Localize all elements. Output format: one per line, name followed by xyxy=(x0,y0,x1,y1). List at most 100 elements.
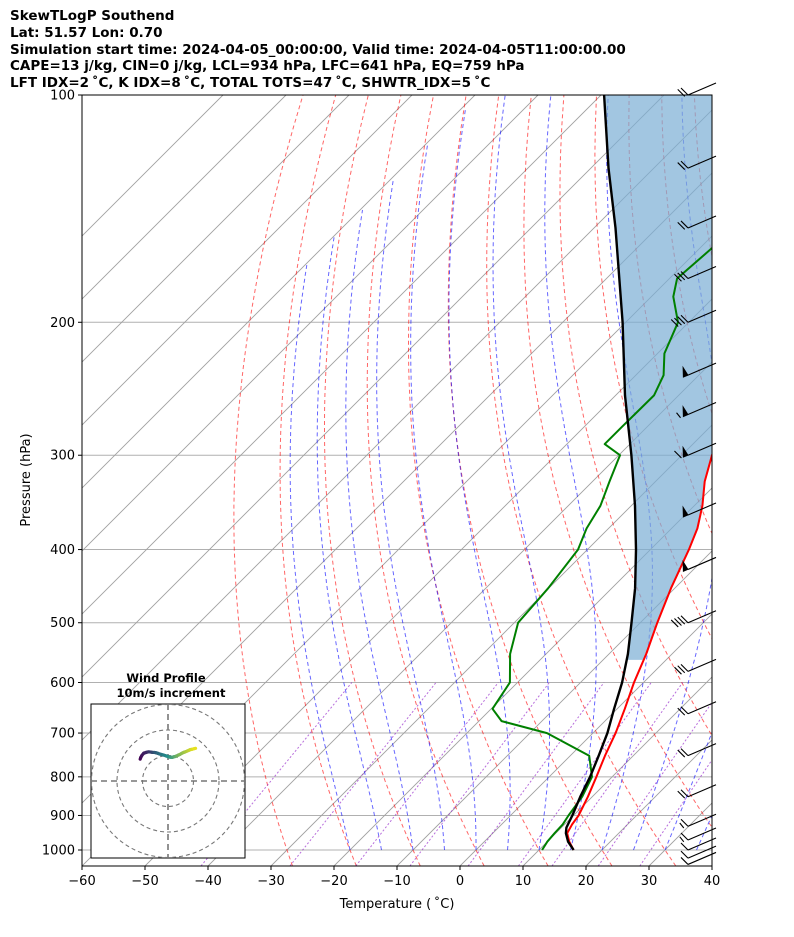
barb-feather xyxy=(680,160,689,169)
barb-feather xyxy=(677,707,686,716)
barb-shaft xyxy=(687,851,717,865)
wind-barb xyxy=(677,82,717,97)
mixing-ratio-line xyxy=(289,682,437,866)
wind-barb xyxy=(676,402,717,419)
barb-flag xyxy=(682,405,689,418)
indices-line: LFT IDX=2 ˚C, K IDX=8 ˚C, TOTAL TOTS=47 … xyxy=(10,75,491,92)
dry-adiabat-line xyxy=(366,95,485,866)
barb-feather xyxy=(680,664,689,672)
wind-barb xyxy=(677,701,717,716)
y-tick-label: 600 xyxy=(50,676,75,691)
chart-title: SkewTLogP Southend xyxy=(10,8,175,24)
barb-feather xyxy=(680,857,689,865)
barb-shaft xyxy=(687,658,717,672)
barb-shaft xyxy=(687,82,717,96)
barb-shaft xyxy=(687,827,717,841)
x-tick-label: −20 xyxy=(320,874,347,889)
barb-shaft xyxy=(687,743,717,757)
barb-shaft xyxy=(687,701,717,715)
wind-barb xyxy=(680,837,717,851)
mixing-ratio-line xyxy=(639,759,712,866)
chart-header: SkewTLogP Southend Lat: 51.57 Lon: 0.70 … xyxy=(10,8,626,92)
wind-barb xyxy=(679,827,717,843)
x-tick-label: 30 xyxy=(641,874,658,889)
moist-adiabat-line xyxy=(289,265,351,851)
barb-half-feather xyxy=(679,836,685,843)
dry-adiabat-line xyxy=(408,95,549,866)
mixing-ratio-line xyxy=(551,682,684,866)
dry-adiabat-line xyxy=(324,95,421,866)
barb-feather xyxy=(674,450,682,459)
dry-adiabat-line xyxy=(727,95,794,866)
x-tick-label: 20 xyxy=(578,874,595,889)
moist-adiabat-line xyxy=(633,95,712,851)
barb-shaft xyxy=(687,784,717,798)
y-tick-label: 500 xyxy=(50,616,75,631)
wind-barb xyxy=(680,845,717,859)
cape-shading xyxy=(604,95,712,660)
wind-barb xyxy=(670,610,717,628)
barb-feather xyxy=(670,319,679,327)
isotherm-line xyxy=(82,109,712,741)
barb-shaft xyxy=(687,813,717,827)
barb-shaft xyxy=(687,502,717,516)
wind-barb xyxy=(680,851,717,865)
barb-shaft xyxy=(687,155,717,169)
isotherm-line xyxy=(82,95,287,300)
barb-feather xyxy=(680,87,689,96)
barb-feather xyxy=(680,271,689,279)
barb-shaft xyxy=(687,837,717,851)
x-tick-label: −60 xyxy=(68,874,95,889)
barb-feather xyxy=(680,818,689,827)
mixing-ratio-line xyxy=(517,682,652,866)
wind-barb xyxy=(679,813,717,829)
barb-feather xyxy=(680,789,689,798)
hodograph-title: Wind Profile xyxy=(126,671,206,685)
wind-barb xyxy=(674,658,717,675)
isotherm-line xyxy=(82,95,476,489)
barb-shaft xyxy=(687,309,717,323)
temperature-line xyxy=(566,452,712,851)
barb-half-feather xyxy=(679,822,685,829)
barb-feather xyxy=(680,748,689,757)
y-axis-ticks: 1000 900 800 700 600 500 400 300 200 100 xyxy=(42,89,82,859)
barb-feather xyxy=(680,615,689,624)
wind-barb xyxy=(677,215,717,230)
barb-shaft xyxy=(687,845,717,859)
wind-barb xyxy=(682,556,717,572)
moist-adiabat-line xyxy=(410,143,477,850)
isotherm-line xyxy=(207,361,712,866)
y-tick-label: 1000 xyxy=(42,844,75,859)
x-tick-label: 0 xyxy=(456,874,464,889)
barb-feather xyxy=(680,706,689,715)
barb-feather xyxy=(674,273,682,282)
dry-adiabat-line xyxy=(233,95,304,866)
dry-adiabat-line xyxy=(486,95,677,866)
mixing-ratio-line xyxy=(200,682,353,866)
moist-adiabat-line xyxy=(492,95,551,851)
parcel-line xyxy=(564,95,638,851)
x-axis-ticks: −60 −50 −40 −30 −20 −10 0 10 20 30 40 xyxy=(68,866,720,889)
wind-barb xyxy=(682,362,717,378)
barb-shaft xyxy=(687,362,717,376)
moist-adiabat-line xyxy=(376,180,445,850)
wind-barb xyxy=(677,155,717,170)
wind-barb xyxy=(677,784,717,799)
wind-barb xyxy=(677,743,717,758)
wind-barb xyxy=(682,502,717,518)
wind-barbs xyxy=(670,82,717,865)
barb-feather xyxy=(677,665,686,674)
location-line: Lat: 51.57 Lon: 0.70 xyxy=(10,24,163,41)
x-tick-label: 10 xyxy=(515,874,532,889)
x-tick-label: −10 xyxy=(383,874,410,889)
hodograph-subtitle: 10m/s increment xyxy=(117,686,226,700)
isotherm-line xyxy=(396,550,712,866)
barb-feather xyxy=(680,220,689,229)
barb-feather xyxy=(680,832,689,841)
y-tick-label: 800 xyxy=(50,770,75,785)
dry-adiabat-line xyxy=(279,95,357,866)
y-tick-label: 400 xyxy=(50,543,75,558)
y-tick-label: 900 xyxy=(50,809,75,824)
background-grid xyxy=(82,95,794,866)
